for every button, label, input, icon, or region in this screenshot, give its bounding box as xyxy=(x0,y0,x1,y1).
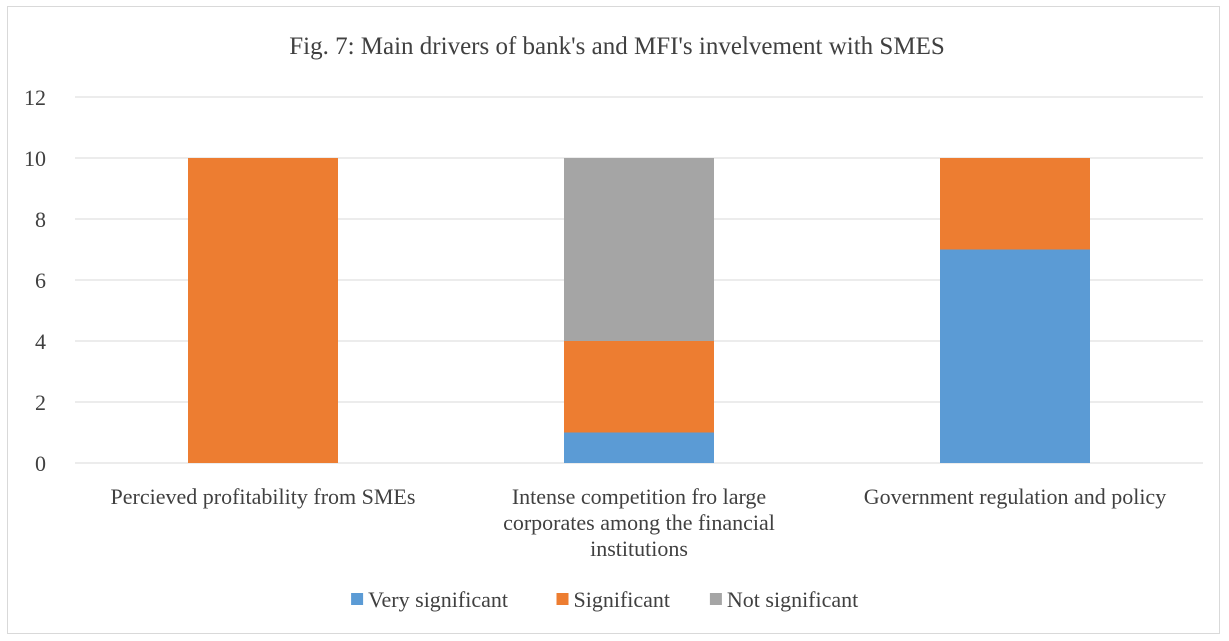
bar-segment xyxy=(564,432,714,463)
y-tick-label: 6 xyxy=(35,268,46,293)
legend: Very significant Significant Not significa… xyxy=(351,587,858,612)
x-category-label: Percieved profitability from SMEs xyxy=(111,484,416,509)
y-axis-ticks: 0 2 4 6 8 10 12 xyxy=(24,85,46,476)
x-axis-labels: Percieved profitability from SMEs Intense… xyxy=(111,484,1167,561)
bars xyxy=(188,158,1090,463)
x-category-label: Government regulation and policy xyxy=(864,484,1166,509)
legend-label: Not significant xyxy=(727,587,858,612)
bar-segment xyxy=(564,158,714,341)
chart-title: Fig. 7: Main drivers of bank's and MFI's… xyxy=(289,33,945,60)
bar-segment xyxy=(564,341,714,433)
y-tick-label: 0 xyxy=(35,451,46,476)
x-category-label: Intense competition fro large corporates … xyxy=(503,484,775,561)
legend-label: Very significant xyxy=(368,587,508,612)
y-tick-label: 8 xyxy=(35,207,46,232)
y-tick-label: 10 xyxy=(24,146,46,171)
legend-swatch xyxy=(351,593,364,605)
y-tick-label: 4 xyxy=(35,329,46,354)
legend-swatch xyxy=(709,593,722,605)
bar-segment xyxy=(940,249,1090,463)
bar-segment xyxy=(188,158,338,463)
bar-segment xyxy=(940,158,1090,250)
legend-label: Significant xyxy=(574,587,671,612)
y-tick-label: 12 xyxy=(24,85,46,110)
legend-swatch xyxy=(556,593,569,605)
y-tick-label: 2 xyxy=(35,390,46,415)
